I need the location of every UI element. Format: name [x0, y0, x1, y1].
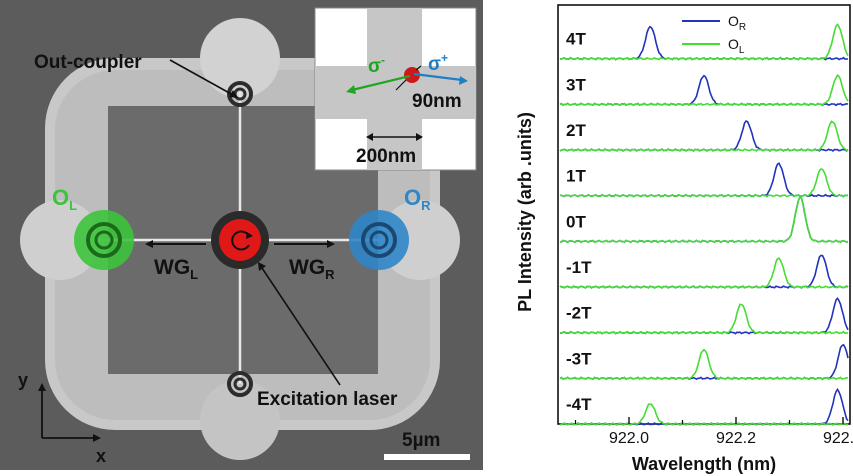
sem-panel: WGL WGR OL OR Out-coupler Excitation las… [0, 0, 483, 470]
field-label-2T: 2T [566, 121, 586, 140]
scalebar [384, 454, 470, 460]
spectrum-ol--2T [560, 303, 849, 335]
wg-right-arrow [274, 240, 335, 248]
sigma-minus-label: σ- [368, 53, 385, 77]
spectra-chart: 4T 3T 2T 1T 0T -1T -2T -3T -4T 922.0 922.2 922.4 O… [515, 4, 853, 474]
legend-label-or: OR [728, 13, 746, 33]
quantum-dot [404, 67, 420, 83]
sigma-plus-label: σ+ [428, 51, 448, 75]
field-label--2T: -2T [566, 304, 592, 323]
plot-area [559, 23, 849, 427]
legend: OR OL [682, 13, 746, 56]
legend-label-ol: OL [728, 36, 745, 56]
axis-x-label: x [96, 446, 106, 466]
field-label-0T: 0T [566, 212, 586, 231]
output-left-label: OL [52, 185, 77, 213]
y-axis-label: PL Intensity (arb .units) [515, 112, 535, 312]
spectrum-ol-3T [559, 73, 849, 107]
axis-indicator [38, 383, 101, 442]
circular-polarization-icon [231, 230, 250, 251]
excitation-laser-label: Excitation laser [257, 389, 398, 410]
excitation-arrow [258, 262, 341, 386]
field-label--4T: -4T [566, 395, 592, 414]
spectrum-ol-4T [559, 23, 849, 61]
spectrum-ol--3T [559, 348, 849, 381]
inset-zoom [314, 7, 477, 171]
out-coupler-arrow [169, 59, 238, 98]
dist-200nm-label: 200nm [356, 146, 416, 167]
output-right-label: OR [404, 185, 431, 213]
wg-left-arrow [145, 240, 206, 248]
field-label-4T: 4T [566, 30, 586, 49]
grating-bottom [227, 371, 253, 397]
wg-right-label: WGR [289, 256, 335, 282]
x-axis-ticks: 922.0 922.2 922.4 [574, 417, 853, 447]
excitation-spot [219, 219, 261, 261]
output-port-right [349, 210, 409, 270]
x-tick-label: 922.0 [609, 430, 649, 447]
field-label--3T: -3T [566, 349, 592, 368]
axis-y-label: y [18, 370, 28, 390]
x-tick-label: 922.2 [716, 430, 756, 447]
x-axis-label: Wavelength (nm) [632, 454, 776, 474]
output-port-left [74, 210, 134, 270]
dist-90nm-label: 90nm [412, 91, 462, 112]
spectrum-ol--1T [559, 257, 849, 290]
field-label-3T: 3T [566, 75, 586, 94]
wg-left-label: WGL [154, 256, 198, 282]
scalebar-label: 5µm [402, 430, 440, 451]
x-tick-label: 922.4 [823, 430, 853, 447]
field-label--1T: -1T [566, 258, 592, 277]
spectrum-ol-2T [559, 120, 849, 153]
out-coupler-label: Out-coupler [34, 52, 142, 73]
field-labels: 4T 3T 2T 1T 0T -1T -2T -3T -4T [566, 30, 592, 414]
plot-frame [557, 4, 851, 425]
spectrum-ol-0T [559, 195, 849, 244]
field-label-1T: 1T [566, 167, 586, 186]
spectrum-ol--4T [559, 403, 849, 427]
